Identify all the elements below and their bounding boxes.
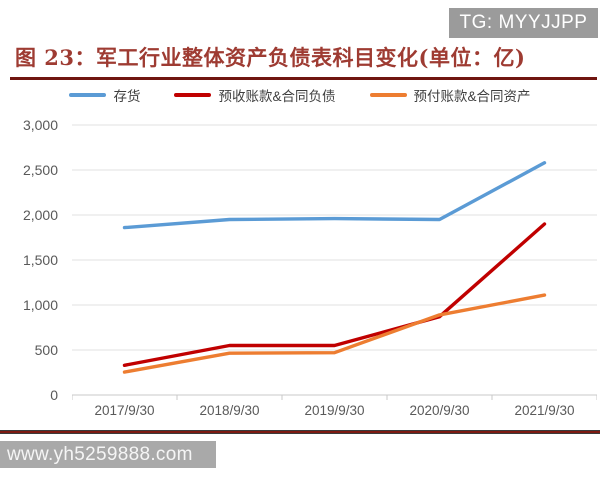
title-underline (10, 77, 597, 80)
series-line-预收账款&合同负债 (122, 222, 547, 368)
legend-label: 存货 (113, 89, 141, 104)
legend-line-swatch (174, 93, 212, 97)
series-line-存货 (122, 161, 547, 230)
legend-label: 预付账款&合同资产 (413, 89, 531, 104)
x-tick-label: 2021/9/30 (514, 403, 575, 418)
x-tick-label: 2017/9/30 (94, 403, 155, 418)
legend-item: 预收账款&合同负债 (174, 85, 336, 105)
tg-badge: TG: MYYJJPP (449, 8, 598, 38)
x-tick-label: 2018/9/30 (199, 403, 260, 418)
tg-badge-text: TG: MYYJJPP (459, 12, 588, 33)
legend-line-swatch (369, 93, 407, 97)
y-tick-label: 1,500 (22, 252, 58, 268)
y-tick-label: 1,000 (22, 297, 58, 313)
figure-title: 图 23：军工行业整体资产负债表科目变化(单位：亿) (15, 45, 526, 70)
y-tick-label: 2,500 (22, 162, 58, 178)
bottom-divider-rule (0, 430, 600, 434)
legend-item: 存货 (69, 85, 140, 105)
y-tick-label: 0 (50, 387, 58, 403)
series-line-预付账款&合同资产 (122, 293, 547, 374)
chart-legend: 存货 预收账款&合同负债 预付账款&合同资产 (0, 86, 600, 104)
watermark-text: www.yh5259888.com (7, 443, 193, 465)
legend-item: 预付账款&合同资产 (369, 85, 531, 105)
legend-label: 预收账款&合同负债 (218, 89, 336, 104)
y-tick-label: 2,000 (22, 207, 58, 223)
legend-line-swatch (69, 93, 107, 97)
y-tick-label: 3,000 (22, 117, 58, 133)
line-chart (72, 124, 597, 400)
y-tick-label: 500 (34, 342, 58, 358)
x-tick-label: 2019/9/30 (304, 403, 365, 418)
x-tick-label: 2020/9/30 (409, 403, 470, 418)
watermark: www.yh5259888.com (0, 441, 216, 468)
